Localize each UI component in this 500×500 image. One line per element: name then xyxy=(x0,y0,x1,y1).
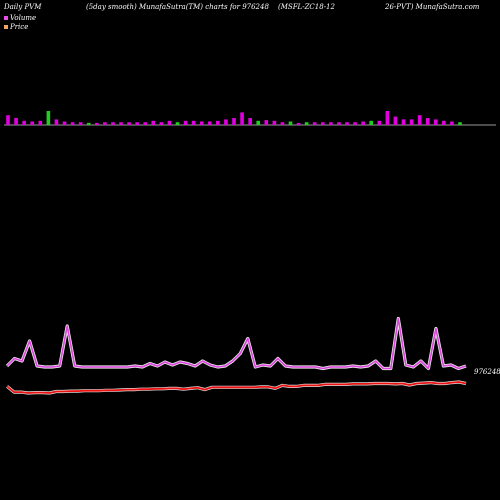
volume-bar-8 xyxy=(70,122,75,125)
legend-volume: Volume xyxy=(4,14,36,22)
volume-bar-38 xyxy=(312,122,317,125)
volume-bar-7 xyxy=(62,121,67,125)
volume-bar-45 xyxy=(369,120,374,125)
volume-bar-42 xyxy=(345,122,349,125)
volume-bar-28 xyxy=(232,118,236,125)
volume-bar-47 xyxy=(385,111,390,125)
legend-volume-swatch xyxy=(4,16,8,20)
header-title-site: 26-PVT) MunafaSutra.com xyxy=(385,3,480,11)
volume-bar-48 xyxy=(393,116,398,125)
volume-bar-0 xyxy=(6,115,10,125)
volume-bar-39 xyxy=(320,122,325,125)
volume-bar-21 xyxy=(175,122,180,125)
volume-bar-6 xyxy=(54,119,59,125)
volume-bar-54 xyxy=(442,120,446,125)
volume-bar-17 xyxy=(143,122,148,125)
volume-bar-55 xyxy=(450,121,454,125)
volume-bar-29 xyxy=(240,112,244,125)
price-line xyxy=(6,381,467,394)
volume-bar-33 xyxy=(272,120,277,125)
legend-price-swatch xyxy=(4,25,8,29)
volume-bar-23 xyxy=(191,120,196,125)
volume-bar-1 xyxy=(14,118,18,125)
volume-bar-11 xyxy=(94,122,99,125)
volume-bar-30 xyxy=(248,118,252,125)
volume-bar-5 xyxy=(46,111,51,125)
volume-bar-12 xyxy=(103,122,107,125)
volume-bar-25 xyxy=(207,121,212,125)
volume-bar-51 xyxy=(417,115,422,125)
volume-bar-2 xyxy=(22,120,26,125)
volume-bar-32 xyxy=(264,120,269,125)
volume-bar-34 xyxy=(280,122,285,125)
volume-bar-41 xyxy=(337,122,341,125)
volume-bar-4 xyxy=(38,120,43,125)
end-price-label: 976248.0 xyxy=(474,368,500,376)
header-title-main: (5day smooth) MunafaSutra(TM) charts for… xyxy=(86,3,269,11)
volume-bar-46 xyxy=(377,120,382,125)
volume-bar-43 xyxy=(353,122,357,125)
volume-bar-20 xyxy=(167,120,172,125)
legend-price-label: Price xyxy=(10,23,29,31)
header-title-left: Daily PVM xyxy=(4,3,42,11)
volume-bar-22 xyxy=(183,120,188,125)
volume-bar-27 xyxy=(224,119,228,125)
volume-bar-14 xyxy=(119,122,123,125)
volume-bar-50 xyxy=(409,119,414,125)
volume-bar-35 xyxy=(288,121,293,125)
legend-price: Price xyxy=(4,23,28,31)
volume-bar-24 xyxy=(199,121,204,125)
volume-bar-49 xyxy=(401,119,406,125)
volume-bar-56 xyxy=(458,122,462,125)
volume-bar-9 xyxy=(78,122,83,125)
volume-bar-18 xyxy=(151,120,156,125)
volume-bar-26 xyxy=(216,120,220,125)
volume-bar-53 xyxy=(433,119,438,125)
volume-bar-31 xyxy=(256,120,261,125)
volume-bar-52 xyxy=(425,118,430,125)
volume-bar-44 xyxy=(361,121,365,125)
volume-bar-15 xyxy=(127,122,131,125)
volume-bar-37 xyxy=(304,122,309,125)
volume-bar-16 xyxy=(135,122,139,125)
volume-bar-19 xyxy=(159,122,164,125)
volume-bar-40 xyxy=(329,122,333,125)
volume-bar-36 xyxy=(296,122,301,125)
volume-bar-13 xyxy=(111,122,115,125)
volume-bar-3 xyxy=(30,121,35,125)
volume-line xyxy=(6,317,467,370)
header-title-symbol: (MSFL-ZC18-12 xyxy=(278,3,335,11)
legend-volume-label: Volume xyxy=(10,14,37,22)
volume-bar-10 xyxy=(86,122,91,125)
